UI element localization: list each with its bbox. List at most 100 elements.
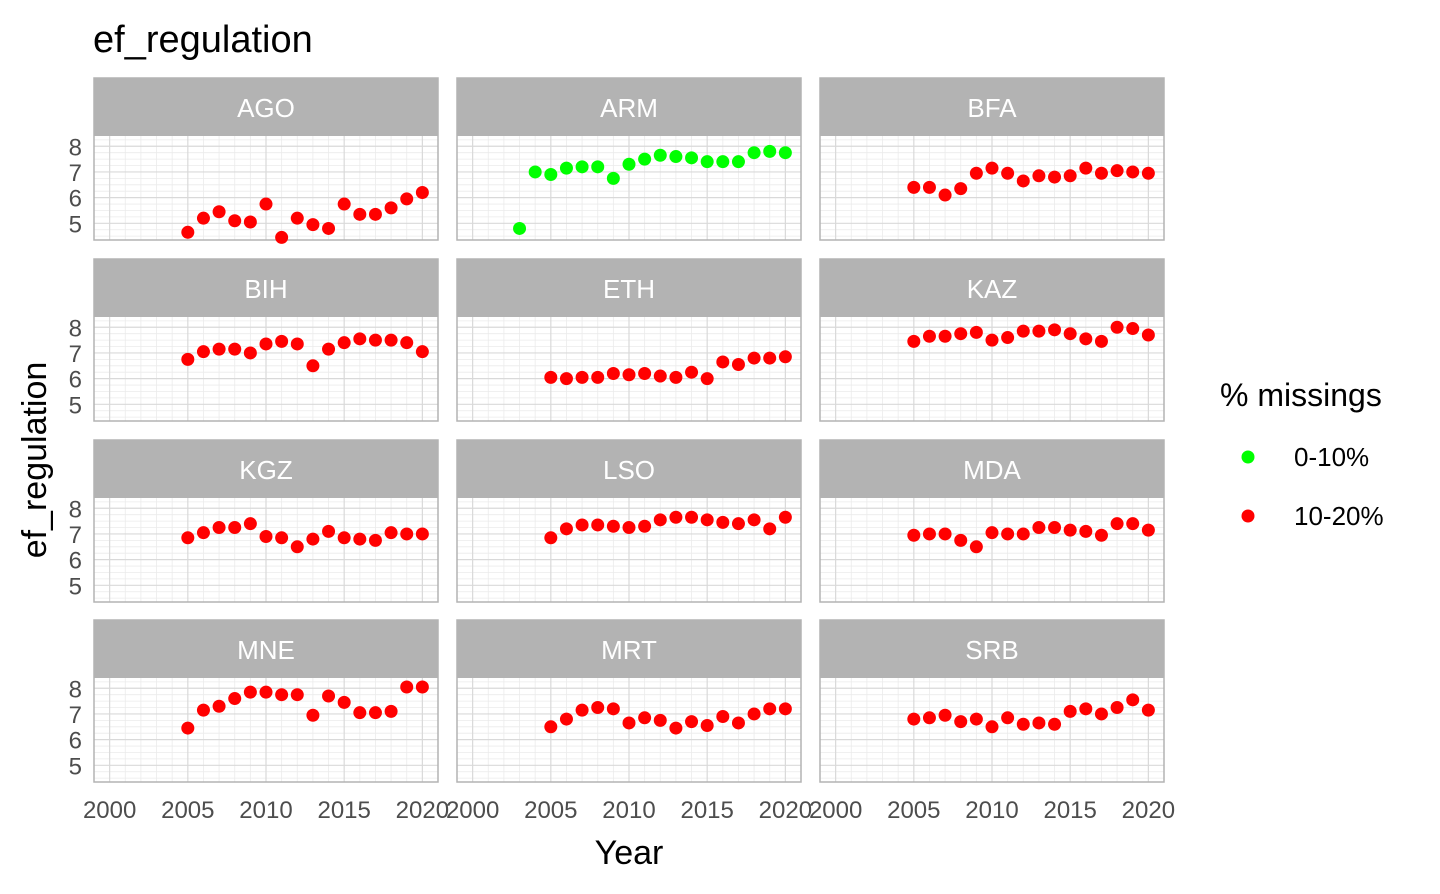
data-point [938, 188, 952, 202]
data-point [1032, 716, 1046, 730]
data-point [669, 370, 683, 384]
data-point [700, 513, 714, 527]
data-point [575, 370, 589, 384]
data-point [747, 513, 761, 527]
data-point [1110, 701, 1124, 715]
data-point [1126, 165, 1140, 179]
facet-strip-label: MRT [601, 635, 657, 665]
data-point [1016, 527, 1030, 541]
data-point [653, 369, 667, 383]
data-point [985, 333, 999, 347]
data-point [638, 711, 652, 725]
data-point [763, 144, 777, 158]
data-point [606, 702, 620, 716]
data-point [1016, 324, 1030, 338]
data-point [591, 518, 605, 532]
data-point [1063, 523, 1077, 537]
data-point [606, 171, 620, 185]
data-point [243, 685, 257, 699]
facet-panel-bfa: BFA [819, 77, 1165, 241]
data-point [763, 522, 777, 536]
data-point [938, 527, 952, 541]
data-point [275, 688, 289, 702]
data-point [922, 527, 936, 541]
data-point [954, 182, 968, 196]
panel-border [93, 258, 439, 422]
facet-strip [457, 620, 801, 678]
data-point [415, 680, 429, 694]
data-point [400, 680, 414, 694]
data-point [606, 519, 620, 533]
data-point [985, 526, 999, 540]
legend-item: 0-10% [1241, 442, 1369, 472]
data-point [969, 325, 983, 339]
data-point [716, 355, 730, 369]
data-point [575, 703, 589, 717]
legend-item: 10-20% [1241, 501, 1384, 531]
facet-strip-label: LSO [603, 455, 655, 485]
data-point [544, 370, 558, 384]
data-point [622, 521, 636, 535]
data-point [384, 201, 398, 215]
legend-title: % missings [1220, 377, 1382, 413]
data-point [384, 526, 398, 540]
facet-strip-label: ARM [600, 93, 658, 123]
y-tick-label: 8 [69, 315, 82, 342]
data-point [228, 214, 242, 228]
data-point [196, 345, 210, 359]
data-point [1079, 332, 1093, 346]
x-tick-label: 2005 [887, 797, 940, 824]
data-point [1001, 331, 1015, 345]
facet-panel-eth: ETH [456, 258, 802, 422]
data-point [1016, 717, 1030, 731]
data-point [1110, 164, 1124, 178]
data-point [731, 716, 745, 730]
legend-label: 10-20% [1294, 501, 1384, 531]
facet-strip [820, 620, 1164, 678]
legend-key [1241, 509, 1255, 523]
data-point [969, 166, 983, 180]
data-point [1126, 693, 1140, 707]
panel-border [93, 619, 439, 783]
facet-strip-label: SRB [965, 635, 1018, 665]
data-point [747, 351, 761, 365]
data-point [1048, 717, 1062, 731]
chart-title: ef_regulation [93, 19, 313, 61]
data-point [544, 168, 558, 182]
data-point [353, 332, 367, 346]
y-tick-label: 5 [69, 573, 82, 600]
data-point [638, 366, 652, 380]
data-point [368, 207, 382, 221]
data-point [1079, 702, 1093, 716]
data-point [731, 358, 745, 372]
data-point [938, 329, 952, 343]
data-point [181, 721, 195, 735]
data-point [922, 180, 936, 194]
data-point [337, 336, 351, 350]
data-point [985, 161, 999, 175]
data-point [700, 719, 714, 733]
y-tick-label: 6 [69, 186, 82, 213]
data-point [1141, 328, 1155, 342]
data-point [763, 702, 777, 716]
data-point [1141, 703, 1155, 717]
data-point [575, 518, 589, 532]
data-point [196, 211, 210, 225]
facet-strip-label: KAZ [967, 274, 1018, 304]
panel-border [456, 258, 802, 422]
data-point [969, 540, 983, 554]
x-tick-label: 2000 [83, 797, 136, 824]
y-tick-label: 8 [69, 134, 82, 161]
data-point [1110, 320, 1124, 334]
data-point [622, 157, 636, 171]
data-point [1126, 517, 1140, 531]
x-tick-label: 2010 [239, 797, 292, 824]
data-point [196, 703, 210, 717]
panel-border [456, 439, 802, 603]
data-point [700, 372, 714, 386]
data-point [322, 221, 336, 235]
data-point [669, 150, 683, 164]
data-point [731, 517, 745, 531]
panel-border [456, 619, 802, 783]
